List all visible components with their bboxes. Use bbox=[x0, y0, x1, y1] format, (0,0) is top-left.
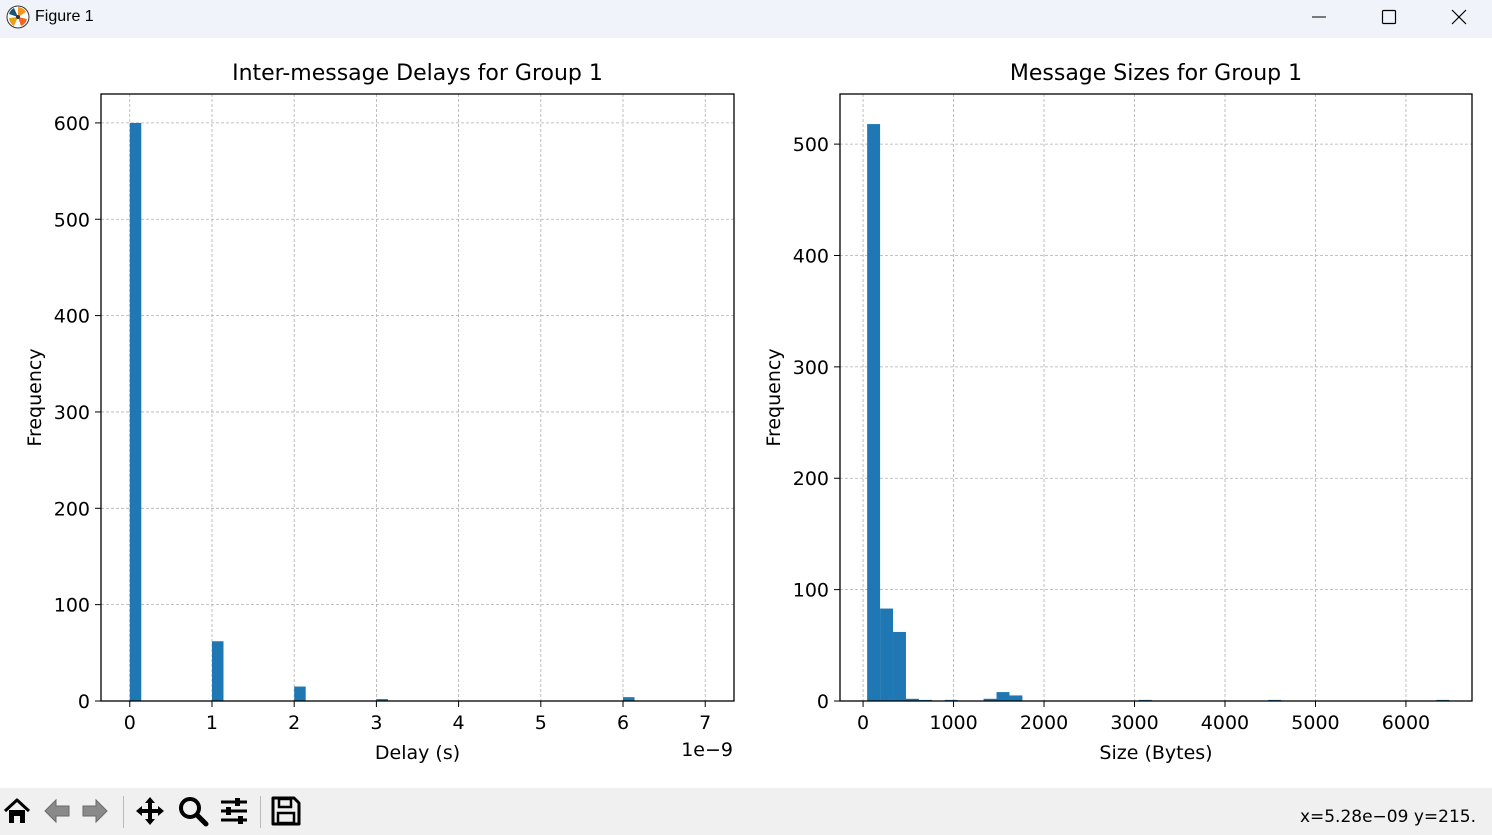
x-gridlines bbox=[129, 94, 706, 701]
toolbar-separator bbox=[260, 796, 261, 828]
histogram-bar bbox=[880, 608, 894, 701]
histogram-bars bbox=[129, 122, 635, 701]
x-tick-label: 0 bbox=[124, 712, 136, 734]
axis-ticks: 0 100 200 300 400 500 600 0 1 2 3 4 5 6 7 bbox=[54, 113, 712, 734]
configure-subplots-button[interactable] bbox=[217, 794, 251, 828]
pan-button[interactable] bbox=[133, 794, 167, 828]
histogram-bar bbox=[211, 641, 224, 701]
close-button[interactable] bbox=[1424, 0, 1492, 34]
x-tick-label: 2 bbox=[288, 712, 300, 734]
axes-frame bbox=[100, 93, 735, 702]
matplotlib-icon bbox=[6, 5, 30, 29]
x-tick-label: 5 bbox=[535, 712, 547, 734]
x-axis-label: Delay (s) bbox=[375, 742, 460, 764]
cursor-coordinates: x=5.28e−09 y=215. bbox=[1299, 807, 1476, 827]
maximize-button[interactable] bbox=[1354, 0, 1424, 34]
x-tick-label: 6 bbox=[617, 712, 629, 734]
x-tick-label: 2000 bbox=[1020, 712, 1068, 734]
figure-canvas[interactable]: 0 100 200 300 400 500 600 0 1 2 3 4 5 6 7 Inter-messag… bbox=[0, 38, 1492, 788]
minimize-button[interactable] bbox=[1284, 0, 1354, 34]
maximize-icon bbox=[1381, 9, 1397, 25]
save-button[interactable] bbox=[269, 794, 303, 828]
axes-frame bbox=[839, 93, 1473, 702]
forward-button[interactable] bbox=[78, 794, 112, 828]
histogram-bar bbox=[129, 122, 142, 701]
histogram-bar bbox=[623, 697, 635, 701]
histogram-bar bbox=[294, 686, 306, 701]
y-tick-label: 200 bbox=[793, 468, 829, 490]
window-titlebar: Figure 1 bbox=[0, 0, 1492, 38]
home-button[interactable] bbox=[0, 794, 34, 828]
chart-title: Inter-message Delays for Group 1 bbox=[232, 61, 603, 86]
histogram-bar bbox=[996, 692, 1010, 701]
forward-icon bbox=[82, 798, 108, 824]
y-gridlines bbox=[840, 143, 1472, 702]
x-tick-label: 4 bbox=[453, 712, 465, 734]
x-offset-text: 1e−9 bbox=[681, 739, 733, 761]
x-tick-label: 5000 bbox=[1291, 712, 1339, 734]
histogram-bar bbox=[983, 698, 997, 701]
y-tick-label: 400 bbox=[793, 245, 829, 267]
histogram-bar bbox=[905, 698, 919, 701]
y-tick-label: 200 bbox=[54, 498, 90, 520]
zoom-button[interactable] bbox=[176, 794, 210, 828]
zoom-icon bbox=[179, 797, 209, 827]
back-button[interactable] bbox=[40, 794, 74, 828]
histogram-bar bbox=[867, 124, 881, 702]
x-tick-label: 3000 bbox=[1110, 712, 1158, 734]
y-tick-label: 100 bbox=[54, 595, 90, 617]
window-title: Figure 1 bbox=[35, 8, 94, 25]
y-tick-label: 500 bbox=[793, 134, 829, 156]
x-tick-label: 0 bbox=[857, 712, 869, 734]
x-gridlines bbox=[862, 94, 1407, 701]
y-tick-label: 500 bbox=[54, 209, 90, 231]
back-icon bbox=[44, 798, 70, 824]
x-tick-label: 3 bbox=[370, 712, 382, 734]
y-tick-label: 300 bbox=[54, 402, 90, 424]
y-gridlines bbox=[101, 122, 734, 702]
y-tick-label: 100 bbox=[793, 580, 829, 602]
x-tick-label: 6000 bbox=[1382, 712, 1430, 734]
histogram-bars bbox=[867, 124, 1450, 702]
home-icon bbox=[3, 798, 31, 823]
toolbar-separator bbox=[123, 796, 124, 828]
configure-subplots-icon bbox=[221, 798, 247, 824]
y-tick-label: 400 bbox=[54, 306, 90, 328]
histogram-bar bbox=[1009, 695, 1023, 701]
minimize-icon bbox=[1312, 16, 1326, 18]
y-tick-label: 0 bbox=[817, 691, 829, 713]
chart-title: Message Sizes for Group 1 bbox=[1010, 61, 1302, 86]
pan-icon bbox=[136, 797, 164, 825]
save-icon bbox=[271, 796, 301, 826]
x-tick-label: 4000 bbox=[1201, 712, 1249, 734]
x-tick-label: 1 bbox=[206, 712, 218, 734]
y-tick-label: 0 bbox=[78, 691, 90, 713]
x-tick-label: 7 bbox=[699, 712, 711, 734]
delays-histogram: 0 100 200 300 400 500 600 0 1 2 3 4 5 6 7 Inter-messag… bbox=[24, 61, 735, 764]
y-axis-label: Frequency bbox=[763, 348, 785, 446]
x-axis-label: Size (Bytes) bbox=[1099, 742, 1212, 764]
y-tick-label: 300 bbox=[793, 357, 829, 379]
close-icon bbox=[1451, 9, 1467, 25]
histogram-bar bbox=[893, 631, 906, 701]
y-tick-label: 600 bbox=[54, 113, 90, 135]
x-tick-label: 1000 bbox=[929, 712, 977, 734]
y-axis-label: Frequency bbox=[24, 348, 46, 446]
histogram-bar bbox=[376, 699, 388, 701]
navigation-toolbar: x=5.28e−09 y=215. bbox=[0, 788, 1492, 835]
